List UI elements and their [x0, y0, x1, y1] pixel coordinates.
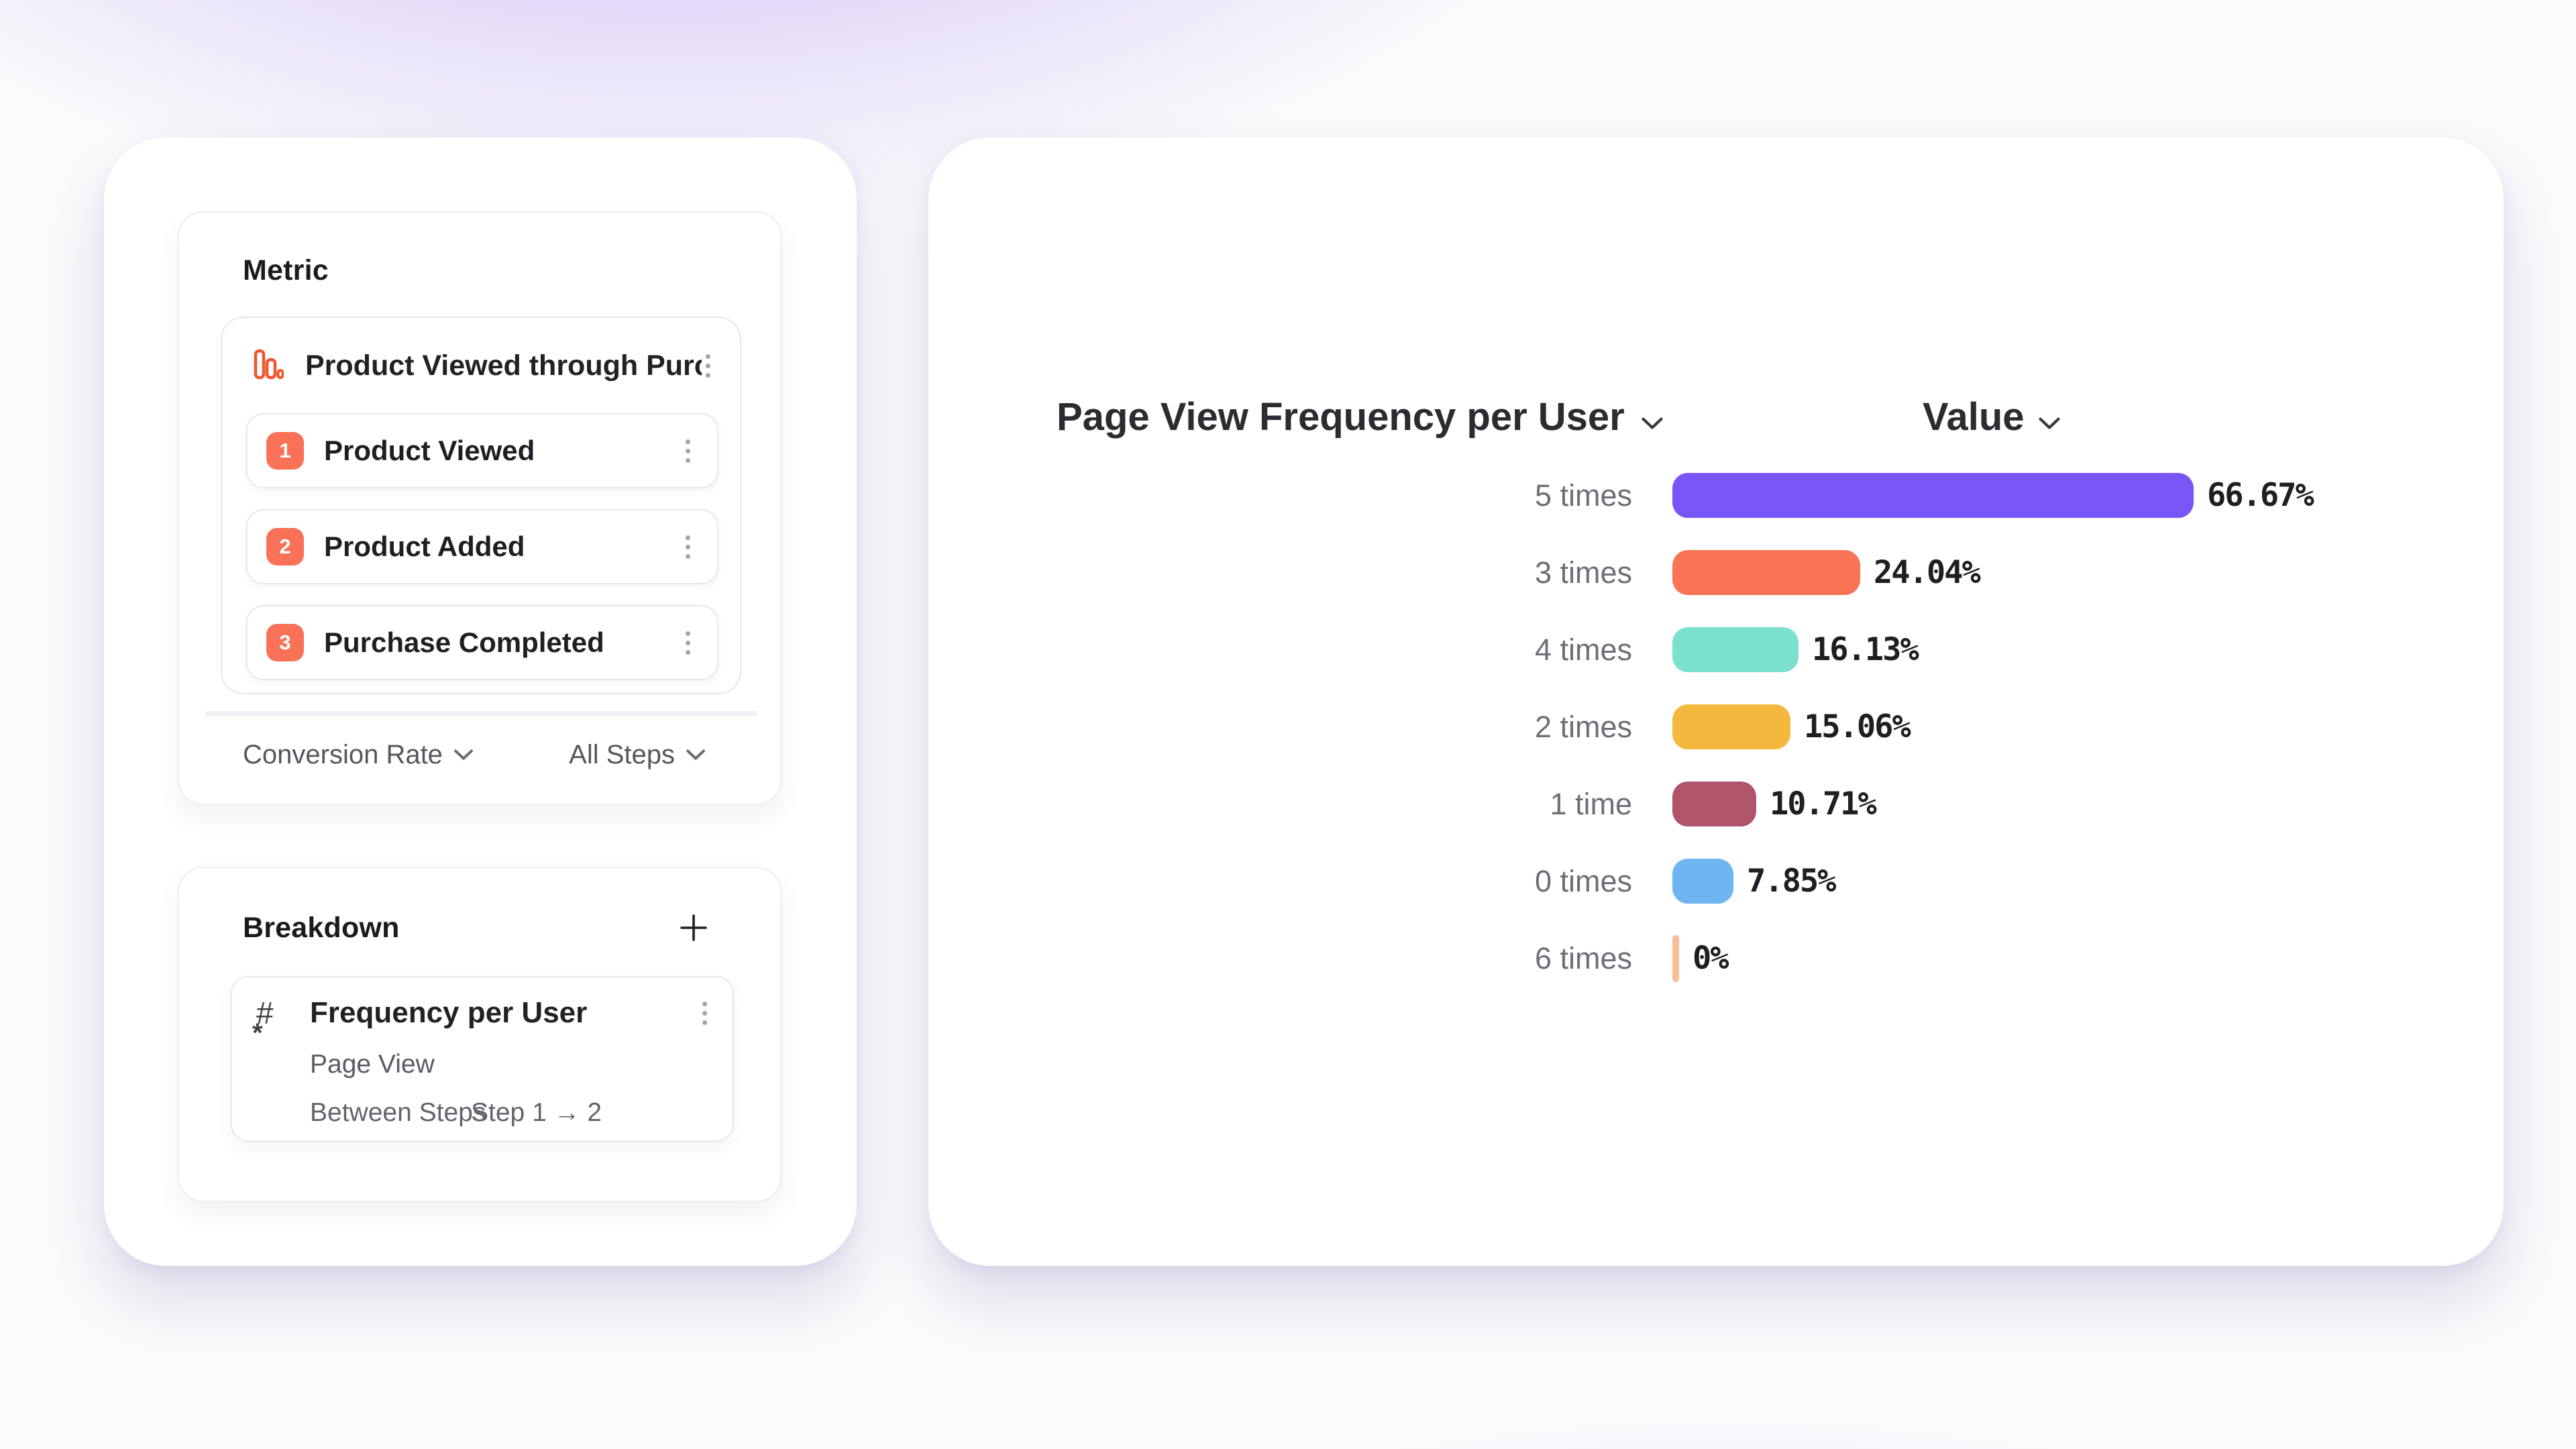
breakdown-mode-row: Between Steps Step 1 → 2 — [310, 1098, 602, 1128]
chart-value-label: Value — [1923, 394, 2025, 439]
breakdown-kebab-menu-icon[interactable] — [698, 998, 711, 1029]
bar-value-label: 15.06% — [1804, 708, 1911, 745]
chart-row: 4 times 16.13% — [928, 611, 2504, 688]
chart-value-dropdown[interactable]: Value — [1923, 394, 2061, 439]
metric-footer: Conversion Rate All Steps — [243, 735, 706, 775]
bar-category-label: 6 times — [1534, 941, 1632, 975]
bar — [1672, 704, 1790, 749]
breakdown-item-title: Frequency per User — [310, 996, 588, 1029]
query-builder-card: Metric Product Viewed through Purch... 1… — [104, 138, 857, 1266]
bar-category-label: 4 times — [1534, 632, 1632, 667]
step-number-badge: 3 — [266, 624, 304, 661]
breakdown-heading: Breakdown — [243, 911, 400, 944]
bar-value-label: 0% — [1693, 940, 1729, 977]
funnel-metric-box: Product Viewed through Purch... 1 Product… — [221, 317, 741, 694]
bar — [1672, 550, 1860, 595]
bar-value-label: 10.71% — [1770, 786, 1877, 822]
bar-value-label: 7.85% — [1747, 863, 1836, 900]
step-kebab-menu-icon[interactable] — [682, 627, 694, 659]
bar — [1672, 627, 1799, 672]
breakdown-step-range: Step 1 → 2 — [471, 1098, 602, 1127]
steps-scroll-divider — [205, 711, 757, 716]
bar-value-label: 66.67% — [2207, 477, 2314, 514]
chart-row: 5 times 66.67% — [928, 457, 2504, 534]
number-property-icon: # * — [252, 996, 274, 1048]
chart-row: 0 times 7.85% — [928, 843, 2504, 920]
breakdown-event-name: Page View — [310, 1050, 435, 1079]
chart-row: 2 times 15.06% — [928, 688, 2504, 765]
chart-title-dropdown[interactable]: Page View Frequency per User — [1057, 394, 1664, 439]
funnel-kebab-menu-icon[interactable] — [702, 350, 714, 382]
bar — [1672, 473, 2194, 518]
funnel-bars-icon — [253, 348, 284, 384]
chevron-down-icon — [686, 749, 706, 761]
bar-chart: 5 times 66.67% 3 times 24.04% 4 times 16.13% 2… — [928, 457, 2504, 997]
chevron-down-icon — [2038, 394, 2061, 439]
funnel-step-row[interactable]: 3 Purchase Completed — [246, 605, 718, 680]
step-label: Product Viewed — [324, 435, 535, 466]
chevron-down-icon — [1641, 394, 1664, 439]
funnel-metric-title: Product Viewed through Purch... — [305, 349, 702, 382]
all-steps-label: All Steps — [569, 739, 675, 769]
conversion-rate-label: Conversion Rate — [243, 739, 443, 769]
funnel-step-row[interactable]: 1 Product Viewed — [246, 413, 718, 488]
breakdown-header: Breakdown — [243, 906, 709, 950]
funnel-metric-header[interactable]: Product Viewed through Purch... — [222, 318, 740, 413]
breakdown-panel: Breakdown # * Frequency per User Page Vie… — [178, 867, 782, 1202]
breakdown-mode-label: Between Steps — [310, 1098, 486, 1127]
metric-panel: Metric Product Viewed through Purch... 1… — [178, 211, 782, 805]
bar-category-label: 2 times — [1534, 709, 1632, 744]
all-steps-dropdown[interactable]: All Steps — [569, 740, 706, 770]
funnel-steps-list: 1 Product Viewed 2 Product Added 3 Purchase C… — [246, 413, 718, 680]
funnel-step-row[interactable]: 2 Product Added — [246, 509, 718, 584]
bar-category-label: 3 times — [1534, 555, 1632, 590]
step-label: Product Added — [324, 531, 525, 562]
step-kebab-menu-icon[interactable] — [682, 435, 694, 467]
add-breakdown-button[interactable] — [678, 912, 709, 943]
step-kebab-menu-icon[interactable] — [682, 531, 694, 563]
chevron-down-icon — [453, 749, 474, 761]
bar-category-label: 1 time — [1550, 786, 1632, 821]
chart-row: 1 time 10.71% — [928, 765, 2504, 843]
chart-row: 3 times 24.04% — [928, 534, 2504, 611]
conversion-rate-dropdown[interactable]: Conversion Rate — [243, 740, 474, 770]
breakdown-item-header: # * Frequency per User — [252, 992, 711, 1048]
bar-value-label: 24.04% — [1874, 554, 1981, 591]
step-number-badge: 1 — [266, 432, 304, 470]
step-number-badge: 2 — [266, 528, 304, 566]
bar-category-label: 5 times — [1534, 478, 1632, 513]
bar — [1672, 859, 1733, 904]
metric-heading: Metric — [243, 254, 329, 286]
breakdown-item[interactable]: # * Frequency per User Page View Between … — [231, 976, 734, 1142]
step-label: Purchase Completed — [324, 627, 604, 658]
bar-category-label: 0 times — [1534, 863, 1632, 898]
chart-title: Page View Frequency per User — [1057, 394, 1625, 439]
chart-row: 6 times 0% — [928, 920, 2504, 997]
bar-value-label: 16.13% — [1812, 631, 1919, 668]
bar — [1672, 782, 1756, 826]
chart-card: Page View Frequency per User Value 5 tim… — [928, 138, 2504, 1266]
bar — [1672, 934, 1679, 982]
